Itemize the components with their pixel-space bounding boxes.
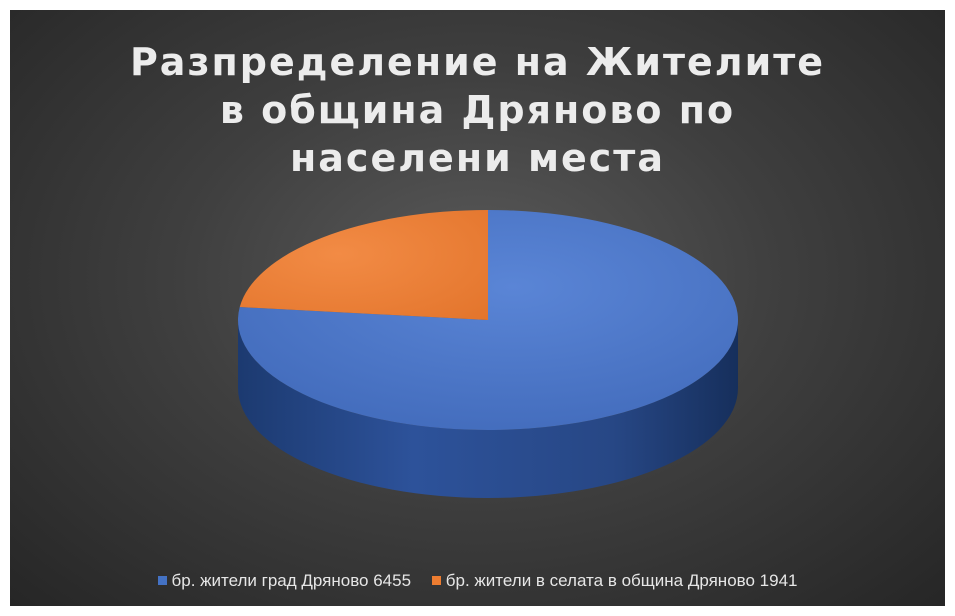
legend-label-city: бр. жители град Дряново 6455 <box>171 571 412 590</box>
pie-slice-city <box>238 210 739 430</box>
chart-title-text: Разпределение на Жителите в община Дряно… <box>129 40 826 180</box>
chart-title: Разпределение на Жителите в община Дряно… <box>10 38 945 182</box>
legend-swatch-villages <box>431 576 441 585</box>
legend-label-villages: бр. жители в селата в община Дряново 194… <box>445 571 798 590</box>
legend: бр. жители град Дряново 6455 бр. жители … <box>10 571 945 591</box>
pie-slice-villages <box>239 210 488 320</box>
legend-entry-villages: бр. жители в селата в община Дряново 194… <box>431 571 798 591</box>
legend-swatch-city <box>157 576 167 585</box>
pie-chart <box>238 210 739 498</box>
chart-area: Разпределение на Жителите в община Дряно… <box>10 10 945 606</box>
pie-side-city <box>238 320 738 498</box>
legend-entry-city: бр. жители град Дряново 6455 <box>157 571 412 591</box>
